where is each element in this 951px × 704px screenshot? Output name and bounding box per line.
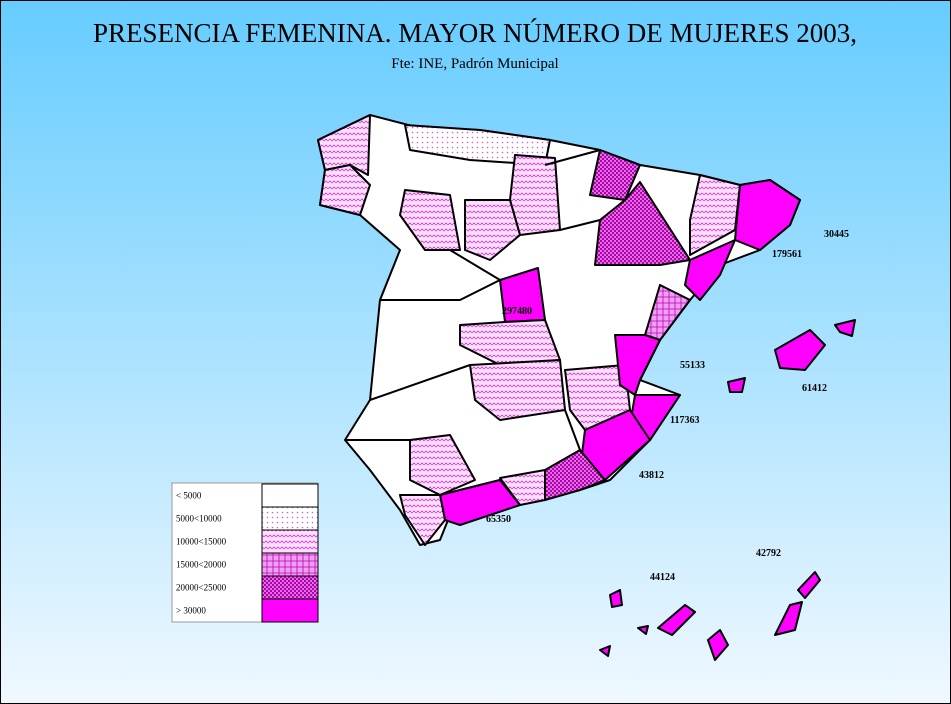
legend-label: 10000<15000 [176, 537, 227, 547]
legend-label: 15000<20000 [176, 560, 227, 570]
legend: < 5000 5000<10000 10000<15000 15000<20000 20… [171, 482, 319, 623]
legend-swatch [261, 598, 319, 623]
value-label: 30445 [824, 229, 849, 240]
value-label: 42792 [756, 548, 781, 559]
title: PRESENCIA FEMENINA. MAYOR NÚMERO DE MUJE… [93, 18, 857, 48]
value-label: 61412 [802, 383, 827, 394]
subtitle: Fte: INE, Padrón Municipal [391, 56, 558, 72]
legend-label: < 5000 [176, 491, 202, 501]
legend-swatch [261, 575, 319, 600]
legend-swatch [261, 529, 319, 554]
value-label: 44124 [650, 572, 675, 583]
legend-swatch [261, 483, 319, 508]
mainland [317, 114, 801, 546]
map-labels: 30445 179561 297480 55133 61412 117363 4… [486, 229, 849, 583]
value-label: 117363 [670, 415, 699, 426]
value-label: 55133 [680, 360, 705, 371]
legend-label: 20000<25000 [176, 583, 227, 593]
value-label: 179561 [772, 249, 802, 260]
value-label: 297480 [502, 306, 532, 317]
value-label: 65350 [486, 514, 511, 525]
legend-swatch [261, 552, 319, 577]
legend-swatch [261, 506, 319, 531]
islands [599, 319, 856, 661]
legend-label: > 30000 [176, 606, 206, 616]
value-label: 43812 [639, 470, 664, 481]
legend-label: 5000<10000 [176, 514, 222, 524]
